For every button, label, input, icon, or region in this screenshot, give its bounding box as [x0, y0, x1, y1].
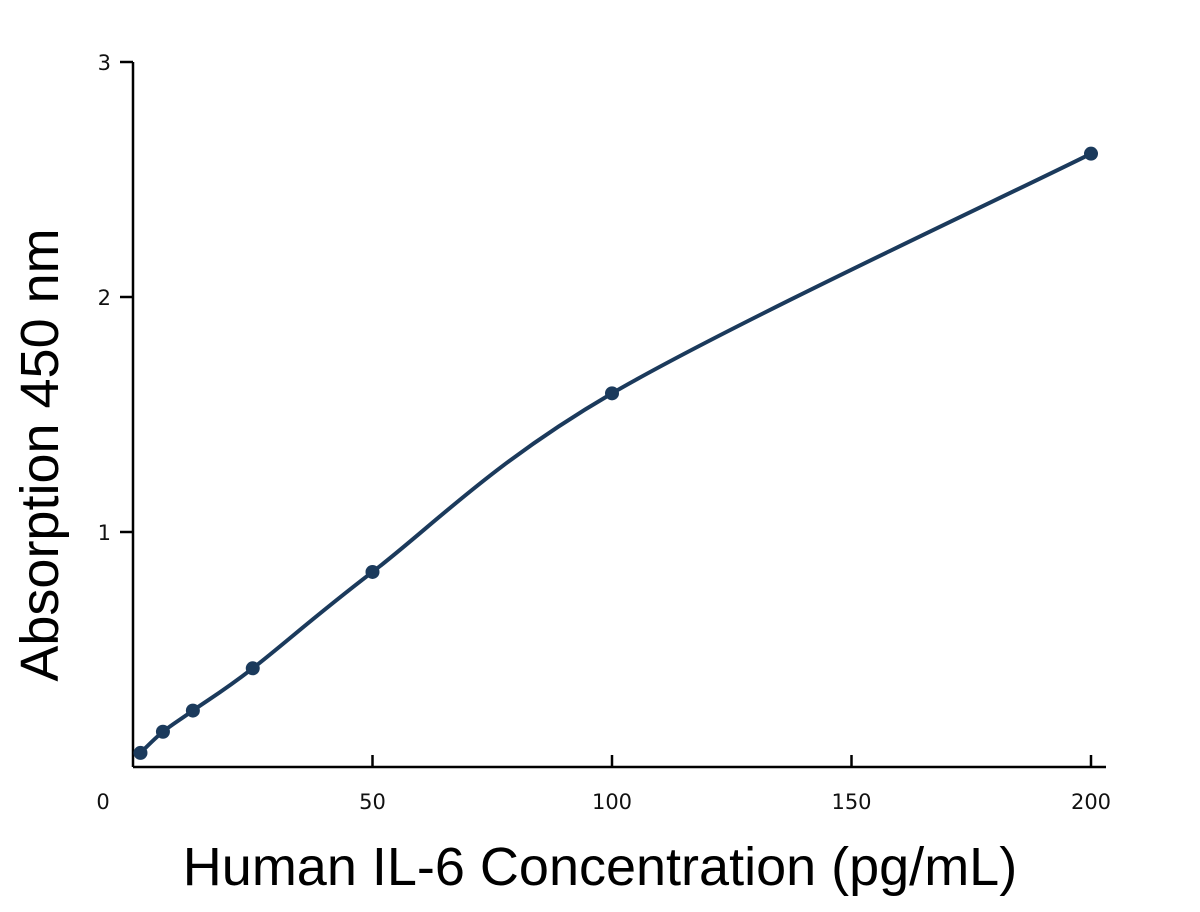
series-line-0 [138, 151, 1093, 755]
data-point-0-1 [155, 724, 170, 739]
series-layer [138, 151, 1093, 755]
points-layer [133, 146, 1098, 760]
axes [131, 62, 1106, 769]
data-point-0-2 [185, 703, 200, 718]
y-tick-label-2: 2 [98, 286, 111, 310]
data-point-0-4 [365, 564, 380, 579]
x-tick-label-100: 100 [592, 790, 632, 814]
data-point-0-3 [245, 661, 260, 676]
data-point-0-5 [605, 386, 619, 401]
x-tick-label-200: 200 [1071, 790, 1111, 814]
data-point-0-0 [133, 745, 148, 760]
x-tick-label-150: 150 [831, 790, 871, 814]
y-tick-label-1: 1 [98, 521, 111, 545]
ticks [120, 60, 1093, 767]
x-axis-title: Human IL-6 Concentration (pg/mL) [183, 837, 1017, 897]
x-tick-label-0: 0 [96, 790, 109, 814]
tick-labels: 0 50 100 150 200 1 2 3 [96, 51, 1111, 814]
x-tick-label-50: 50 [359, 790, 386, 814]
data-point-0-6 [1084, 146, 1098, 161]
y-tick-label-3: 3 [98, 51, 111, 75]
y-axis-title: Absorption 450 nm [10, 228, 70, 681]
